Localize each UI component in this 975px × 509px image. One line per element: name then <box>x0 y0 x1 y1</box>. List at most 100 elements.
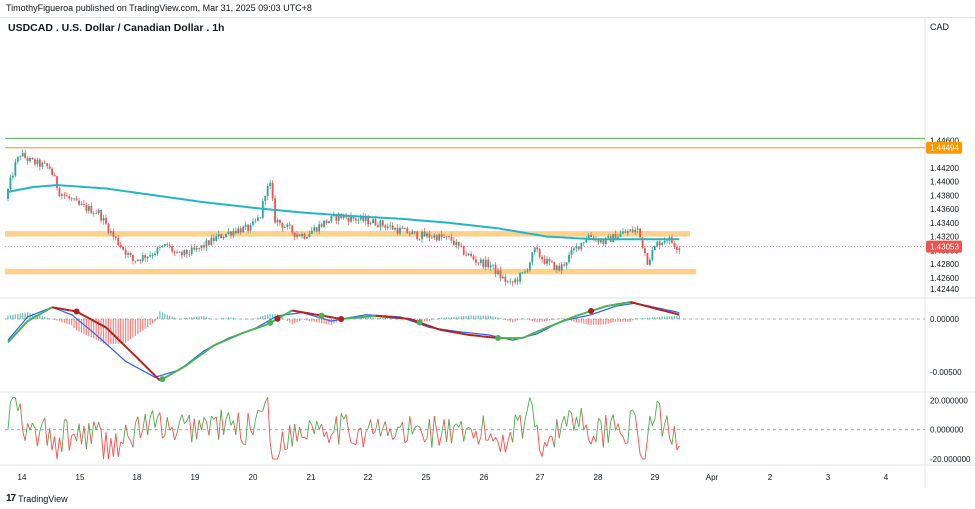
oscillator-segment <box>468 426 472 430</box>
oscillator-segment <box>130 440 134 448</box>
candle <box>413 231 416 233</box>
macd-histogram-bar <box>137 318 139 335</box>
oscillator-tick-label: -20.000000 <box>930 455 971 464</box>
oscillator-segment <box>659 403 663 437</box>
oscillator-segment <box>451 426 455 444</box>
oscillator-segment <box>66 419 70 451</box>
candle <box>590 234 592 238</box>
oscillator-segment <box>477 436 482 445</box>
oscillator-segment <box>541 442 545 457</box>
macd-signal-segment <box>659 308 663 312</box>
candle <box>46 163 49 167</box>
oscillator-segment <box>593 435 597 443</box>
oscillator-segment <box>338 413 342 445</box>
oscillator-segment <box>531 405 536 428</box>
macd-histogram-bar <box>68 318 70 325</box>
oscillator-segment <box>519 414 523 439</box>
macd-signal-segment <box>264 323 269 327</box>
oscillator-segment <box>539 450 543 457</box>
candle <box>205 240 208 248</box>
oscillator-segment <box>372 430 376 435</box>
macd-signal-segment <box>433 326 438 330</box>
candle <box>526 270 529 272</box>
macd-histogram-bar <box>622 318 624 322</box>
macd-signal-segment <box>151 372 156 377</box>
macd-signal-segment <box>247 329 251 332</box>
macd-signal-segment <box>573 314 577 318</box>
candle <box>661 242 664 246</box>
oscillator-segment <box>201 417 205 431</box>
macd-histogram-bar <box>654 317 656 319</box>
macd-histogram-bar <box>88 318 90 337</box>
candle <box>372 219 374 224</box>
candle <box>435 235 438 241</box>
macd-signal-segment <box>139 360 144 365</box>
candle <box>124 249 127 255</box>
macd-histogram-bar <box>316 318 318 323</box>
oscillator-segment <box>218 409 222 440</box>
macd-signal-segment <box>36 313 41 317</box>
macd-histogram-bar <box>382 317 384 319</box>
oscillator-segment <box>299 426 303 438</box>
macd-histogram-bar <box>641 318 644 319</box>
oscillator-segment <box>105 432 109 460</box>
oscillator-segment <box>627 411 631 443</box>
macd-histogram-bar <box>490 315 492 319</box>
macd-histogram-bar <box>159 311 161 319</box>
oscillator-segment <box>122 424 127 444</box>
candle <box>460 245 463 247</box>
oscillator-segment <box>32 422 36 429</box>
oscillator-segment <box>610 414 614 422</box>
macd-signal-segment <box>566 317 570 321</box>
candle <box>597 238 600 243</box>
candle <box>58 187 61 197</box>
macd-histogram-bar <box>445 317 448 319</box>
candle <box>465 254 468 256</box>
oscillator-segment <box>448 418 452 444</box>
oscillator-segment <box>402 422 406 443</box>
macd-histogram-bar <box>649 317 651 319</box>
candle <box>328 221 330 224</box>
macd-histogram-bar <box>651 317 653 319</box>
macd-histogram-bar <box>470 315 472 319</box>
oscillator-segment <box>225 412 229 420</box>
macd-signal-segment <box>14 331 19 336</box>
price-tick-label: 1.42440 <box>930 285 959 294</box>
candle <box>7 188 9 199</box>
oscillator-segment <box>159 412 163 439</box>
macd-histogram-bar <box>267 314 269 319</box>
macd-histogram-bar <box>553 318 555 320</box>
oscillator-segment <box>29 422 33 431</box>
candle <box>399 227 401 234</box>
oscillator-segment <box>455 423 460 428</box>
macd-histogram-bar <box>588 318 590 325</box>
macd-signal-segment <box>122 343 127 348</box>
candle <box>396 228 399 234</box>
candle <box>70 198 73 200</box>
macd-signal-segment <box>674 312 678 316</box>
macd-histogram-bar <box>191 317 193 319</box>
macd-signal-segment <box>164 375 168 379</box>
candle <box>215 236 218 241</box>
macd-signal-segment <box>196 355 200 359</box>
candle <box>406 228 409 234</box>
oscillator-segment <box>470 428 474 439</box>
macd-histogram-bar <box>7 315 9 319</box>
candle <box>244 224 247 227</box>
macd-histogram-bar <box>176 318 178 320</box>
oscillator-segment <box>524 409 528 421</box>
oscillator-segment <box>392 436 396 440</box>
macd-histogram-bar <box>504 318 506 320</box>
oscillator-segment <box>384 421 389 437</box>
candle <box>110 231 112 233</box>
candle <box>614 234 617 241</box>
oscillator-segment <box>98 422 102 431</box>
macd-histogram-bar <box>44 316 46 319</box>
macd-signal-segment <box>534 330 538 334</box>
macd-histogram-bar <box>519 318 521 320</box>
oscillator-segment <box>171 427 176 440</box>
candle <box>386 226 389 228</box>
oscillator-segment <box>495 436 499 443</box>
oscillator-segment <box>507 432 511 443</box>
